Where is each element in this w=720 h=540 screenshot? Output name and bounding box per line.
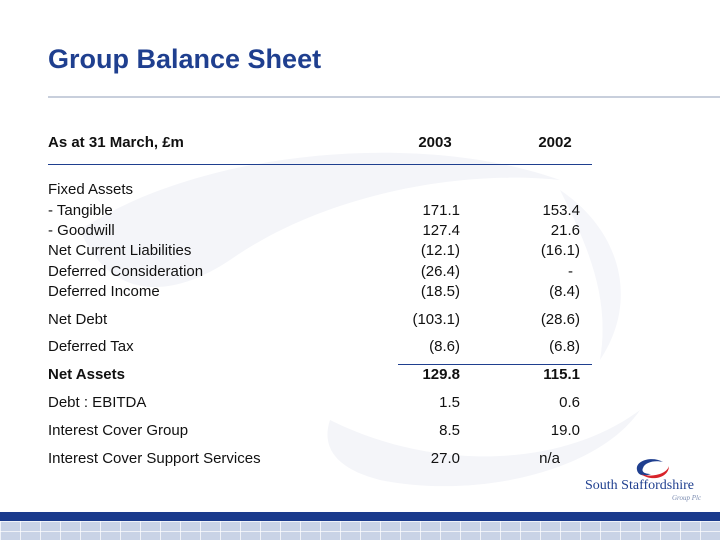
- value-2002: 153.4: [542, 202, 580, 219]
- swirl-logo-icon: [636, 459, 669, 479]
- header-divider: [48, 164, 592, 165]
- footer-bar: [0, 512, 720, 521]
- value-2003: 8.5: [439, 422, 460, 439]
- value-2002: 21.6: [550, 222, 580, 239]
- row-label: Net Debt: [48, 311, 108, 328]
- row-label: - Tangible: [48, 202, 113, 219]
- header-col-2002: 2002: [538, 134, 572, 151]
- header-label: As at 31 March, £m: [48, 134, 184, 151]
- value-2003: (18.5): [420, 283, 460, 300]
- page-title: Group Balance Sheet: [48, 44, 322, 74]
- net-assets-divider: [398, 364, 592, 365]
- row-label: Deferred Tax: [48, 338, 134, 355]
- row-label: Deferred Income: [48, 283, 160, 300]
- title-divider: [48, 96, 720, 98]
- value-2002: (16.1): [540, 242, 580, 259]
- company-logo: [636, 459, 669, 479]
- value-2002: 115.1: [543, 366, 580, 383]
- value-2002: -: [568, 263, 573, 280]
- value-2002: (28.6): [540, 311, 580, 328]
- value-2002: 19.0: [550, 422, 580, 439]
- value-2003: (26.4): [420, 263, 460, 280]
- value-2003: (8.6): [429, 338, 460, 355]
- row-label: Debt : EBITDA: [48, 394, 147, 411]
- value-2003: (103.1): [412, 311, 460, 328]
- row-label: Net Assets: [48, 366, 125, 383]
- row-label: Fixed Assets: [48, 181, 134, 198]
- row-label: Net Current Liabilities: [48, 242, 192, 259]
- value-2003: 129.8: [422, 366, 460, 383]
- value-2003: 1.5: [439, 394, 460, 411]
- row-label: - Goodwill: [48, 222, 115, 239]
- row-label: Interest Cover Group: [48, 422, 189, 439]
- value-2003: 27.0: [430, 450, 460, 467]
- footer-grid-band: [0, 521, 720, 540]
- header-col-2003: 2003: [418, 134, 452, 151]
- row-label: Deferred Consideration: [48, 263, 204, 280]
- logo-subtitle: Group Plc: [672, 494, 702, 502]
- value-2003: (12.1): [420, 242, 460, 259]
- row-label: Interest Cover Support Services: [48, 450, 261, 467]
- value-2002: (6.8): [549, 338, 580, 355]
- value-2002: (8.4): [549, 283, 580, 300]
- value-2002: 0.6: [559, 394, 580, 411]
- value-2003: 171.1: [422, 202, 460, 219]
- value-2003: 127.4: [422, 222, 460, 239]
- value-2002: n/a: [539, 450, 560, 467]
- logo-wordmark: South Staffordshire: [585, 478, 695, 493]
